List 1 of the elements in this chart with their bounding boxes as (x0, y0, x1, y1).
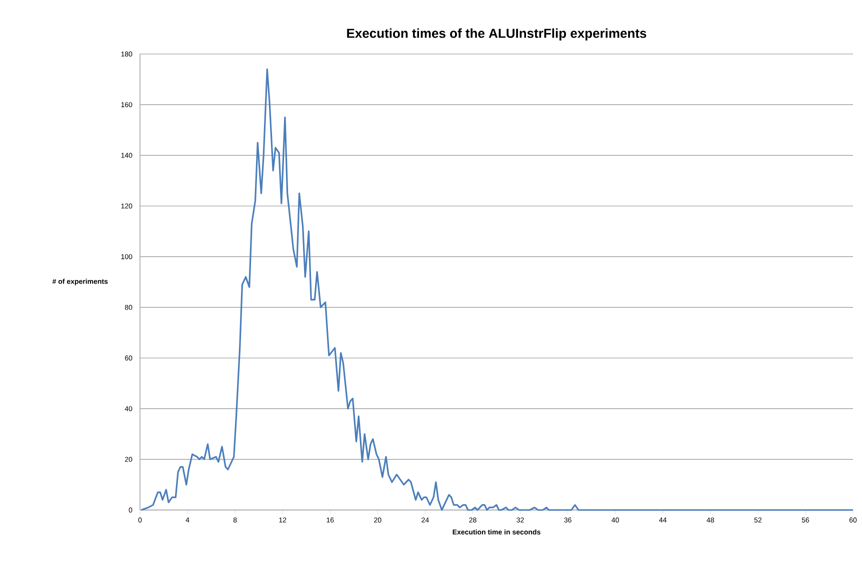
chart-title: Execution times of the ALUInstrFlip experiments (347, 28, 646, 40)
